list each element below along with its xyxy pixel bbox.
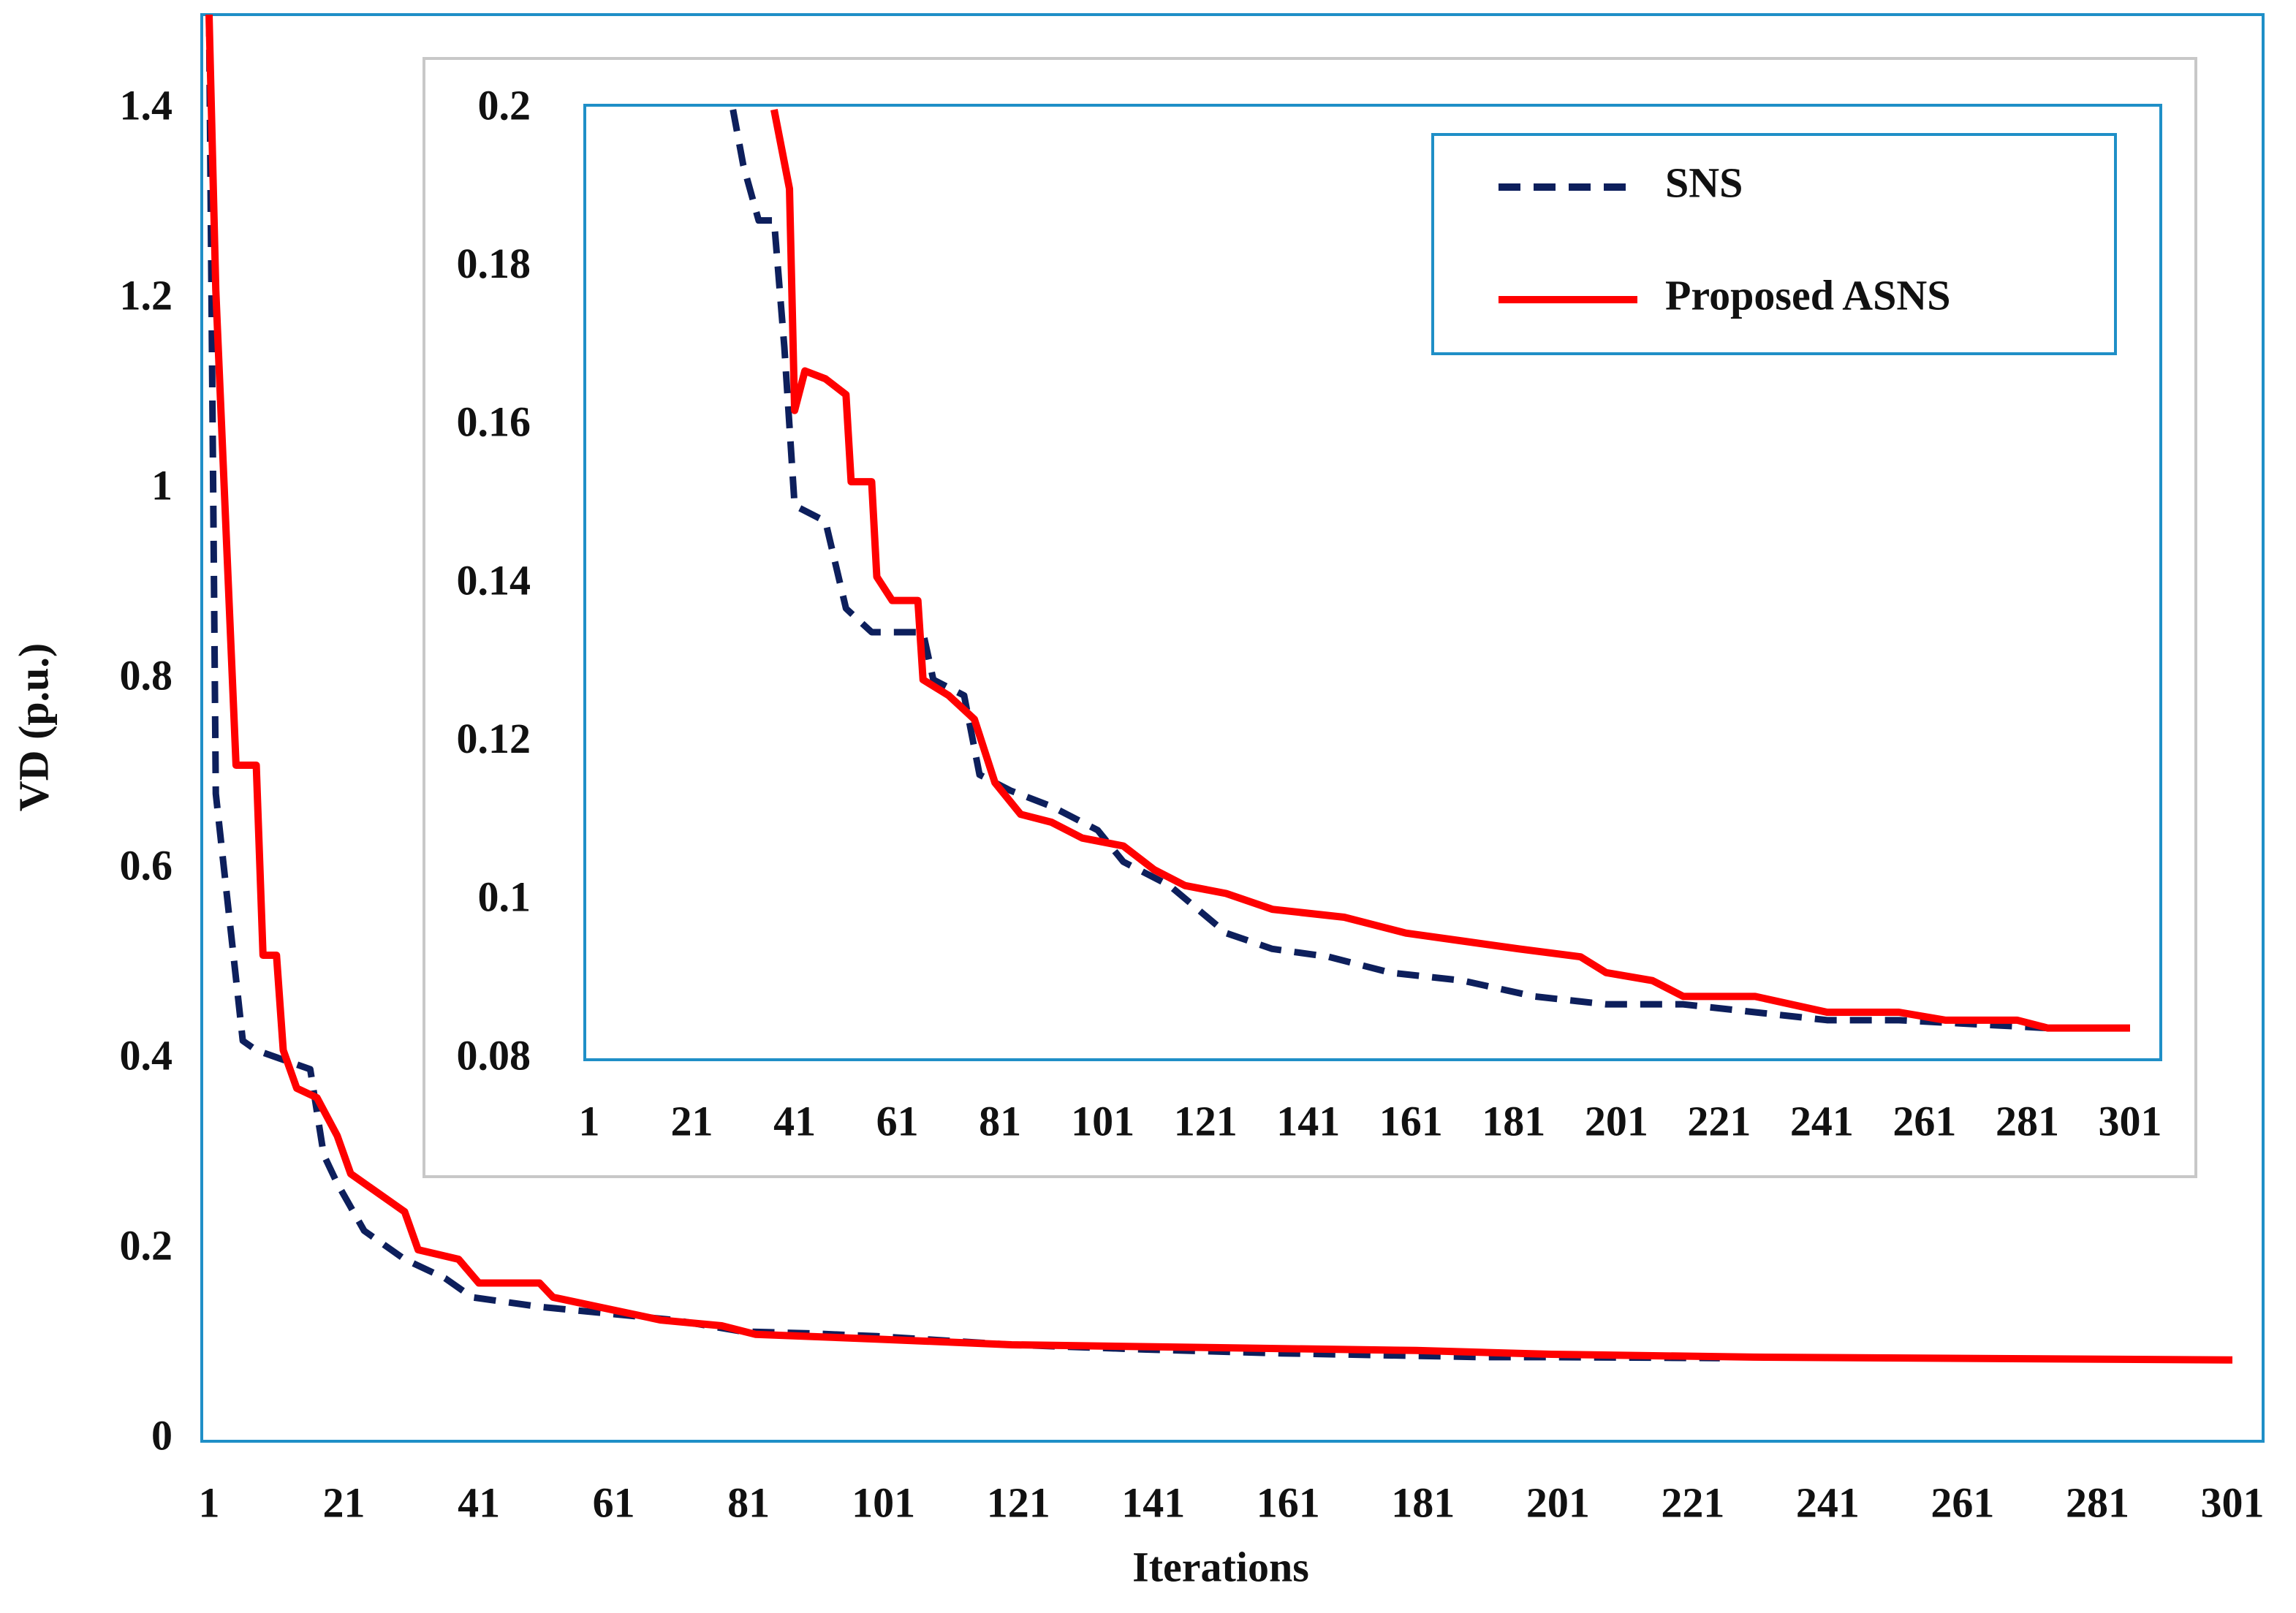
x-tick-label: 201 bbox=[1526, 1479, 1590, 1526]
y-tick-label: 1.4 bbox=[120, 81, 173, 129]
x-tick-label: 241 bbox=[1790, 1097, 1854, 1145]
y-tick-label: 1 bbox=[151, 461, 173, 509]
y-axis-title: VD (p.u.) bbox=[10, 643, 57, 811]
x-tick-label: 141 bbox=[1121, 1479, 1185, 1526]
x-tick-label: 121 bbox=[1174, 1097, 1238, 1145]
x-tick-label: 101 bbox=[1071, 1097, 1134, 1145]
x-tick-label: 1 bbox=[199, 1479, 220, 1526]
x-tick-label: 81 bbox=[727, 1479, 770, 1526]
x-tick-label: 241 bbox=[1796, 1479, 1860, 1526]
series-group bbox=[730, 109, 2130, 1032]
y-tick-label: 0.18 bbox=[457, 240, 531, 287]
plot-frame bbox=[200, 13, 2265, 1443]
x-tick-label: 41 bbox=[773, 1097, 816, 1145]
legend-label: Proposed ASNS bbox=[1665, 271, 1951, 319]
x-tick-label: 61 bbox=[593, 1479, 635, 1526]
y-tick-label: 0.1 bbox=[478, 873, 531, 921]
inset-plot-frame bbox=[583, 104, 2162, 1061]
series-group bbox=[205, 15, 2233, 1364]
x-tick-label: 41 bbox=[458, 1479, 500, 1526]
series-line bbox=[205, 15, 2233, 1364]
x-tick-label: 221 bbox=[1687, 1097, 1751, 1145]
x-tick-label: 201 bbox=[1585, 1097, 1648, 1145]
y-tick-label: 0.2 bbox=[478, 81, 531, 129]
y-tick-label: 0.8 bbox=[120, 651, 173, 699]
y-tick-label: 0.6 bbox=[120, 841, 173, 889]
series-line bbox=[770, 109, 2130, 1032]
y-tick-label: 0.12 bbox=[457, 715, 531, 762]
x-tick-label: 121 bbox=[987, 1479, 1050, 1526]
y-tick-label: 0.2 bbox=[120, 1221, 173, 1269]
x-tick-label: 21 bbox=[671, 1097, 713, 1145]
x-tick-label: 141 bbox=[1276, 1097, 1340, 1145]
y-tick-label: 0.14 bbox=[457, 556, 531, 604]
legend-box bbox=[1431, 133, 2117, 355]
x-tick-label: 221 bbox=[1661, 1479, 1724, 1526]
x-tick-label: 161 bbox=[1379, 1097, 1443, 1145]
x-tick-label: 261 bbox=[1931, 1479, 1994, 1526]
x-axis-title: Iterations bbox=[1132, 1543, 1309, 1590]
x-tick-label: 261 bbox=[1893, 1097, 1956, 1145]
y-tick-label: 1.2 bbox=[120, 271, 173, 319]
series-line bbox=[730, 109, 2048, 1032]
x-tick-label: 181 bbox=[1482, 1097, 1545, 1145]
x-tick-label: 101 bbox=[852, 1479, 915, 1526]
x-tick-label: 301 bbox=[2099, 1097, 2162, 1145]
x-tick-label: 181 bbox=[1391, 1479, 1455, 1526]
y-tick-label: 0.16 bbox=[457, 398, 531, 446]
x-tick-label: 21 bbox=[323, 1479, 365, 1526]
x-tick-label: 61 bbox=[876, 1097, 919, 1145]
legend-label: SNS bbox=[1665, 159, 1743, 206]
x-tick-label: 1 bbox=[579, 1097, 600, 1145]
x-tick-label: 301 bbox=[2201, 1479, 2265, 1526]
x-tick-label: 161 bbox=[1257, 1479, 1320, 1526]
x-tick-label: 81 bbox=[979, 1097, 1021, 1145]
y-tick-label: 0.08 bbox=[457, 1031, 531, 1079]
y-tick-label: 0.4 bbox=[120, 1031, 173, 1079]
y-tick-label: 0 bbox=[151, 1411, 173, 1459]
x-tick-label: 281 bbox=[2066, 1479, 2129, 1526]
x-tick-label: 281 bbox=[1996, 1097, 2059, 1145]
